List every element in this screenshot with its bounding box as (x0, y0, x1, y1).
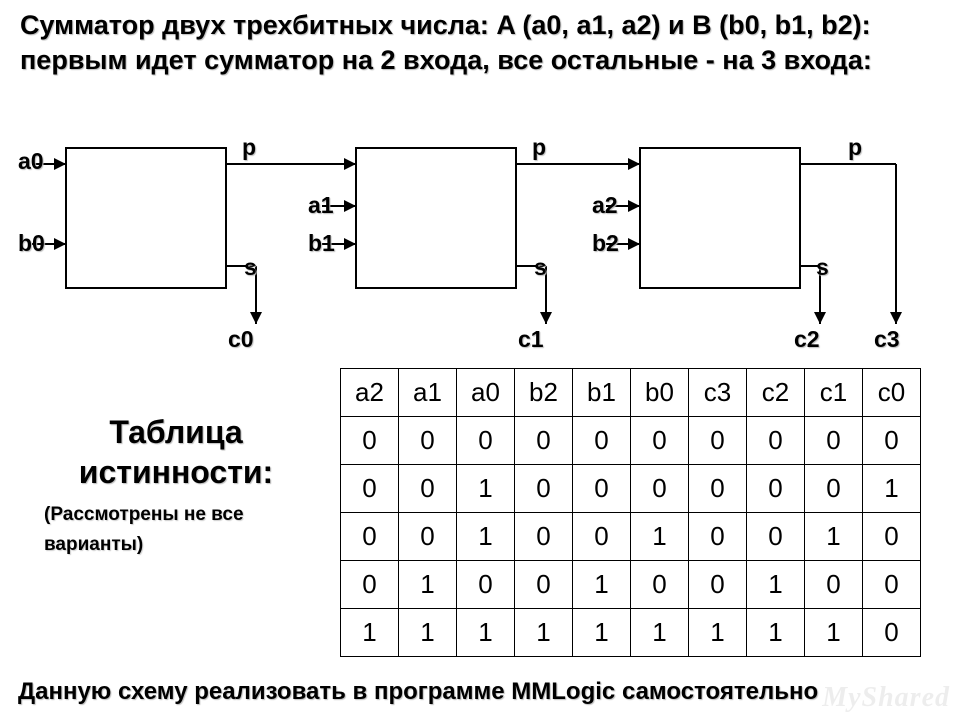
table-row: 0100100100 (341, 561, 921, 609)
diagram-label-b0: b0 (18, 230, 45, 257)
table-header-cell: b1 (573, 369, 631, 417)
diagram-label-a0: a0 (18, 148, 44, 175)
table-row: 0000000000 (341, 417, 921, 465)
table-header-cell: a2 (341, 369, 399, 417)
table-cell: 1 (631, 513, 689, 561)
table-header-cell: a1 (399, 369, 457, 417)
table-cell: 0 (805, 465, 863, 513)
table-row: 0010010010 (341, 513, 921, 561)
table-cell: 0 (457, 561, 515, 609)
table-cell: 0 (341, 561, 399, 609)
adder-diagram: a0b0psc0a1b1psc1a2b2psc2c3 (18, 134, 938, 344)
table-cell: 0 (863, 561, 921, 609)
truth-table: a2a1a0b2b1b0c3c2c1c000000000000010000001… (340, 368, 921, 657)
table-cell: 1 (457, 513, 515, 561)
table-header-cell: c0 (863, 369, 921, 417)
table-cell: 0 (689, 513, 747, 561)
table-header-cell: a0 (457, 369, 515, 417)
diagram-label-a1: a1 (308, 192, 334, 219)
table-cell: 0 (341, 465, 399, 513)
table-cell: 1 (457, 609, 515, 657)
footer-text: Данную схему реализовать в программе MML… (18, 678, 942, 706)
table-cell: 0 (573, 513, 631, 561)
table-cell: 0 (689, 465, 747, 513)
table-cell: 0 (689, 561, 747, 609)
table-cell: 1 (631, 609, 689, 657)
table-cell: 0 (863, 609, 921, 657)
table-cell: 0 (399, 465, 457, 513)
diagram-label-c3: c3 (874, 326, 900, 353)
table-cell: 1 (747, 561, 805, 609)
table-cell: 1 (747, 609, 805, 657)
diagram-label-c2: c2 (794, 326, 820, 353)
table-row: 1111111110 (341, 609, 921, 657)
table-cell: 1 (573, 609, 631, 657)
table-cell: 0 (515, 465, 573, 513)
table-cell: 0 (399, 513, 457, 561)
page-title: Сумматор двух трехбитных числа: A (a0, a… (20, 8, 940, 77)
diagram-label-a2: a2 (592, 192, 618, 219)
table-cell: 1 (341, 609, 399, 657)
table-cell: 0 (747, 513, 805, 561)
table-cell: 0 (689, 417, 747, 465)
table-cell: 0 (457, 417, 515, 465)
table-cell: 0 (863, 513, 921, 561)
table-cell: 0 (515, 513, 573, 561)
table-cell: 0 (341, 417, 399, 465)
diagram-label-s: s (534, 254, 547, 281)
diagram-label-b2: b2 (592, 230, 619, 257)
table-cell: 0 (747, 417, 805, 465)
diagram-label-s: s (244, 254, 257, 281)
table-cell: 0 (863, 417, 921, 465)
diagram-label-s: s (816, 254, 829, 281)
table-header-cell: c2 (747, 369, 805, 417)
table-cell: 0 (631, 417, 689, 465)
table-header-cell: c1 (805, 369, 863, 417)
caption-line2: истинности: (79, 454, 273, 490)
table-cell: 1 (805, 609, 863, 657)
diagram-label-p: p (848, 134, 862, 161)
table-cell: 0 (631, 561, 689, 609)
table-cell: 1 (399, 561, 457, 609)
table-cell: 1 (863, 465, 921, 513)
table-cell: 0 (631, 465, 689, 513)
table-cell: 1 (515, 609, 573, 657)
table-cell: 0 (805, 417, 863, 465)
table-subcaption: (Рассмотрены не все варианты) (36, 500, 316, 561)
table-row: 0010000001 (341, 465, 921, 513)
table-cell: 0 (515, 561, 573, 609)
table-cell: 1 (399, 609, 457, 657)
table-header-cell: b0 (631, 369, 689, 417)
table-cell: 1 (573, 561, 631, 609)
table-cell: 1 (457, 465, 515, 513)
diagram-label-c0: c0 (228, 326, 254, 353)
table-cell: 0 (341, 513, 399, 561)
table-cell: 0 (805, 561, 863, 609)
table-cell: 0 (747, 465, 805, 513)
table-cell: 0 (399, 417, 457, 465)
table-cell: 0 (573, 465, 631, 513)
table-header-cell: b2 (515, 369, 573, 417)
diagram-label-p: p (532, 134, 546, 161)
table-caption: Таблица истинности: (Рассмотрены не все … (36, 412, 316, 561)
table-header-cell: c3 (689, 369, 747, 417)
table-cell: 0 (573, 417, 631, 465)
table-cell: 1 (689, 609, 747, 657)
diagram-label-c1: c1 (518, 326, 544, 353)
caption-line1: Таблица (109, 414, 242, 450)
diagram-label-b1: b1 (308, 230, 335, 257)
table-cell: 0 (515, 417, 573, 465)
table-cell: 1 (805, 513, 863, 561)
diagram-label-p: p (242, 134, 256, 161)
